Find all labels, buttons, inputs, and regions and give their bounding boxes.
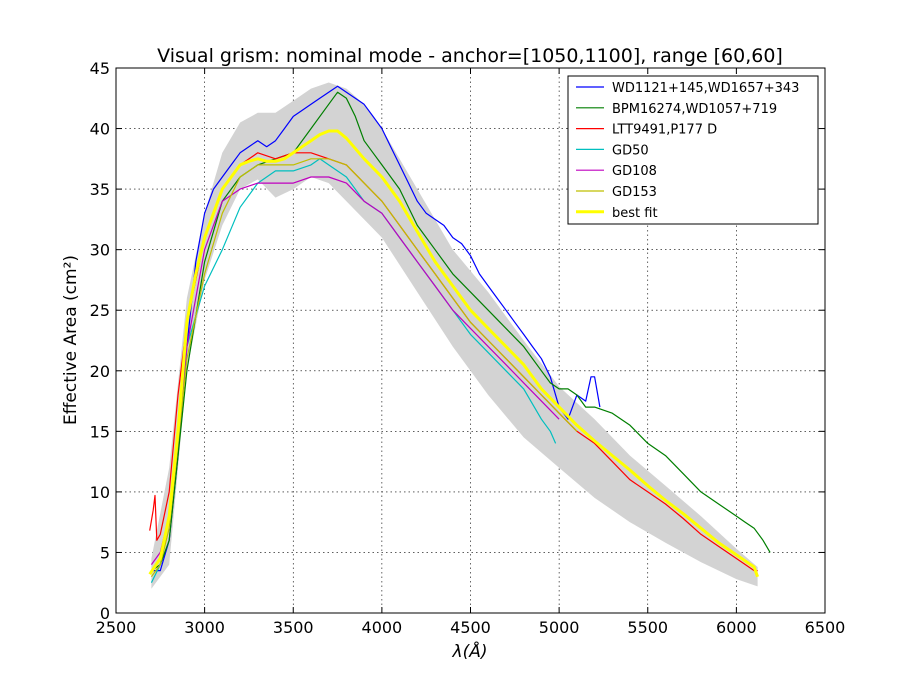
y-tick-label: 10 [90,483,110,502]
x-tick-label: 5000 [539,618,580,637]
series-line [148,129,760,578]
x-tick-label: 2500 [96,618,137,637]
x-tick-label: 4000 [362,618,403,637]
x-tick-label: 3000 [184,618,225,637]
error-band-area [151,82,758,589]
x-tick-label: 5500 [627,618,668,637]
y-tick-label: 35 [90,180,110,199]
y-tick-label: 30 [90,241,110,260]
x-axis-label: λ(Å) [452,640,488,662]
series-lines [148,85,771,583]
x-tick-label: 4500 [450,618,491,637]
series-line [150,176,560,565]
legend-box [567,75,819,225]
axis-ticks: 2500 3000 3500 4000 4500 5000 5500 6000 6500 0 5 10… [90,59,846,637]
legend-label: best fit [612,206,658,221]
legend-label: GD50 [612,143,649,158]
y-tick-label: 20 [90,362,110,381]
y-tick-label: 5 [100,543,110,562]
y-tick-label: 25 [90,301,110,320]
legend-label: BPM16274,WD1057+719 [612,102,777,117]
x-tick-label: 3500 [273,618,314,637]
x-tick-label: 6000 [716,618,757,637]
series-line [151,91,771,572]
y-tick-label: 0 [100,604,110,623]
legend-label: GD108 [612,164,657,179]
legend: WD1121+145,WD1657+343 BPM16274,WD1057+719… [567,75,819,225]
y-tick-label: 15 [90,422,110,441]
series-line [153,85,601,572]
x-tick-label: 6500 [805,618,846,637]
legend-label: WD1121+145,WD1657+343 [612,81,799,96]
legend-label: LTT9491,P177 D [612,123,717,138]
y-tick-label: 40 [90,120,110,139]
legend-label: GD153 [612,185,657,200]
series-line [150,158,578,578]
chart-title: Visual grism: nominal mode - anchor=[105… [157,45,783,67]
uncertainty-band [151,82,758,589]
y-axis-label: Effective Area (cm²) [61,255,81,425]
y-tick-label: 45 [90,59,110,78]
series-line [150,158,557,583]
